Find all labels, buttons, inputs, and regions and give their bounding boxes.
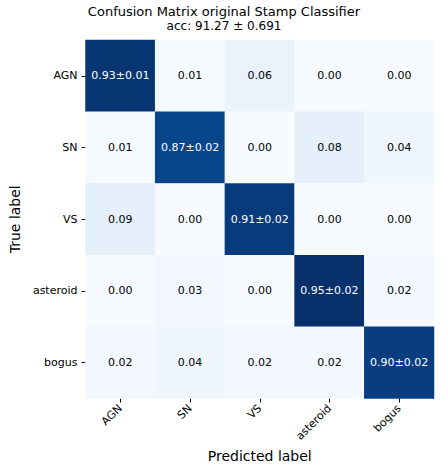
svg-text:SN: SN bbox=[175, 402, 195, 422]
svg-text:0.06: 0.06 bbox=[248, 69, 273, 82]
svg-text:0.03: 0.03 bbox=[178, 284, 203, 297]
svg-text:0.02: 0.02 bbox=[317, 356, 342, 369]
svg-text:0.00: 0.00 bbox=[178, 213, 203, 226]
svg-text:0.02: 0.02 bbox=[108, 356, 133, 369]
svg-text:0.95±0.02: 0.95±0.02 bbox=[300, 284, 358, 297]
svg-text:0.01: 0.01 bbox=[108, 141, 133, 154]
svg-text:0.00: 0.00 bbox=[248, 141, 273, 154]
svg-text:True label: True label bbox=[7, 185, 23, 254]
svg-text:0.93±0.01: 0.93±0.01 bbox=[91, 69, 149, 82]
svg-text:bogus: bogus bbox=[371, 402, 404, 435]
svg-text:0.00: 0.00 bbox=[317, 213, 342, 226]
svg-text:0.90±0.02: 0.90±0.02 bbox=[370, 356, 428, 369]
svg-text:0.00: 0.00 bbox=[317, 69, 342, 82]
svg-text:0.00: 0.00 bbox=[108, 284, 133, 297]
svg-text:0.08: 0.08 bbox=[317, 141, 342, 154]
svg-text:VS: VS bbox=[63, 213, 78, 226]
svg-text:0.04: 0.04 bbox=[178, 356, 203, 369]
svg-text:0.00: 0.00 bbox=[387, 213, 412, 226]
svg-text:Confusion Matrix original Stam: Confusion Matrix original Stamp Classifi… bbox=[88, 4, 361, 19]
svg-text:0.87±0.02: 0.87±0.02 bbox=[161, 141, 219, 154]
svg-text:0.00: 0.00 bbox=[248, 284, 273, 297]
svg-text:AGN: AGN bbox=[53, 69, 77, 82]
svg-text:acc: 91.27 ± 0.691: acc: 91.27 ± 0.691 bbox=[167, 19, 282, 33]
svg-text:SN: SN bbox=[62, 141, 77, 154]
svg-text:VS: VS bbox=[245, 402, 264, 421]
svg-text:bogus: bogus bbox=[44, 356, 78, 369]
svg-text:0.04: 0.04 bbox=[387, 141, 412, 154]
svg-text:0.01: 0.01 bbox=[178, 69, 203, 82]
svg-text:0.02: 0.02 bbox=[248, 356, 273, 369]
svg-text:0.91±0.02: 0.91±0.02 bbox=[231, 213, 289, 226]
svg-text:AGN: AGN bbox=[99, 402, 125, 428]
svg-text:0.00: 0.00 bbox=[387, 69, 412, 82]
svg-text:asteroid: asteroid bbox=[293, 402, 334, 443]
svg-text:asteroid: asteroid bbox=[33, 284, 78, 297]
svg-text:0.02: 0.02 bbox=[387, 284, 412, 297]
svg-text:0.09: 0.09 bbox=[108, 213, 133, 226]
svg-text:Predicted label: Predicted label bbox=[208, 448, 312, 464]
